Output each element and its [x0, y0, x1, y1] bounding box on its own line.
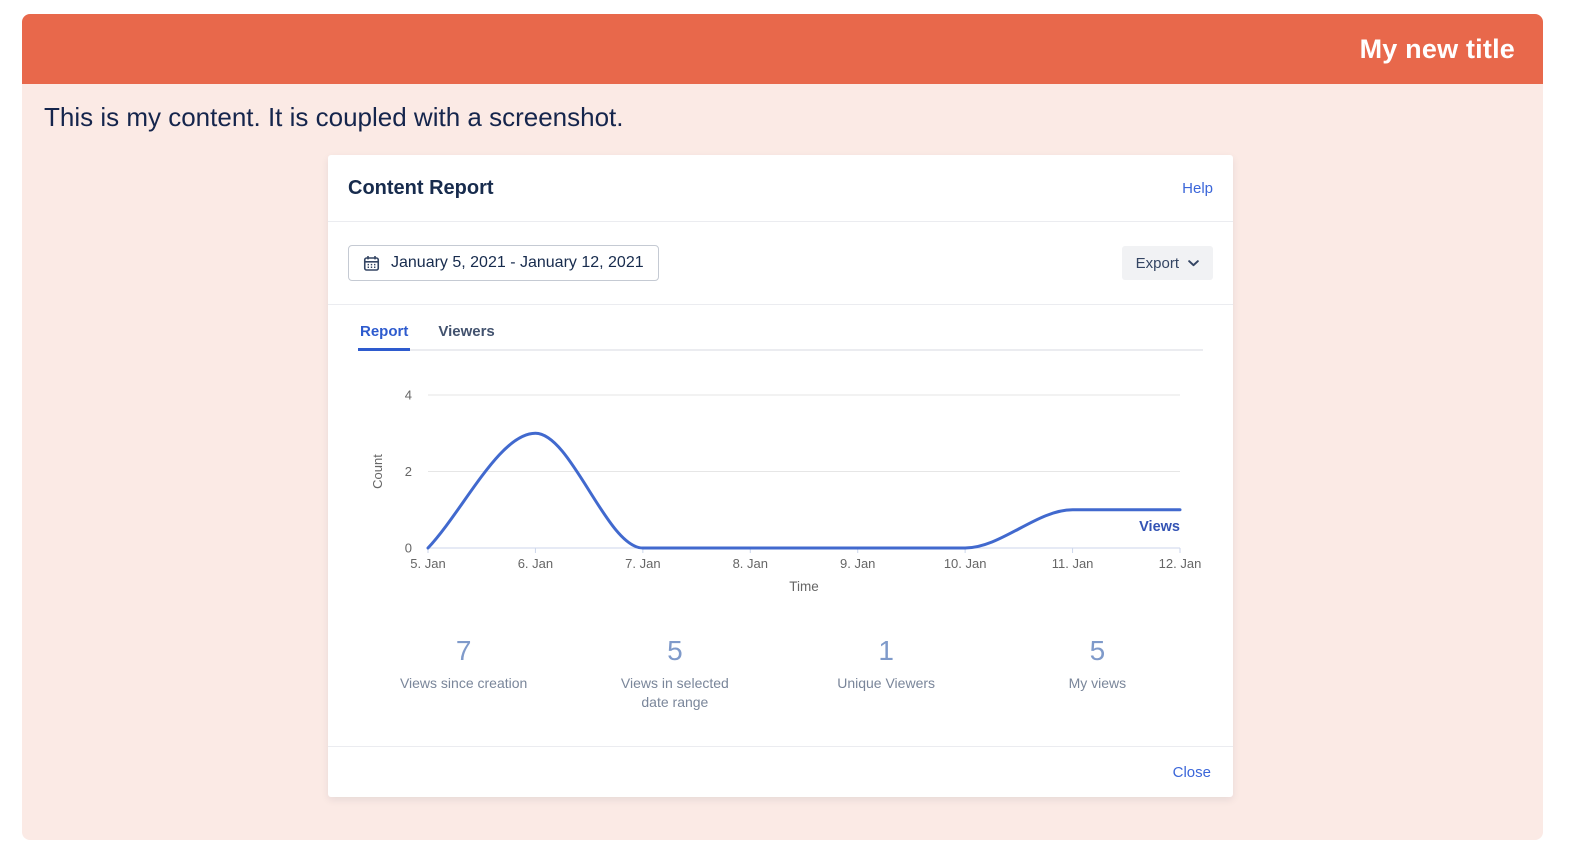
stat-value: 1	[878, 635, 894, 666]
stat-views-in-range: 5 Views in selected date range	[569, 634, 780, 712]
export-button-label: Export	[1135, 254, 1179, 272]
content-report-dialog: Content Report Help January 5, 2021 - Ja…	[328, 155, 1233, 797]
svg-text:Time: Time	[789, 579, 819, 594]
svg-text:12. Jan: 12. Jan	[1159, 556, 1202, 571]
views-line-chart: 0 2 4 5. Jan 6. Jan 7. Jan 8. Jan 9. Jan 10. Jan…	[370, 388, 1202, 595]
stat-label: Views since creation	[399, 675, 528, 691]
svg-text:0: 0	[405, 541, 412, 556]
svg-text:6. Jan: 6. Jan	[518, 556, 553, 571]
stat-label: Unique Viewers	[837, 675, 936, 691]
svg-text:10. Jan: 10. Jan	[944, 556, 987, 571]
tab-bar: Report Viewers	[358, 323, 1203, 351]
svg-text:Count: Count	[370, 454, 385, 489]
export-button[interactable]: Export	[1121, 246, 1213, 280]
views-chart-container: 0 2 4 5. Jan 6. Jan 7. Jan 8. Jan 9. Jan 10. Jan…	[358, 365, 1203, 600]
svg-text:8. Jan: 8. Jan	[733, 556, 768, 571]
dialog-footer: Close	[328, 746, 1233, 797]
stats-row: 7 Views since creation 5 Views in select…	[358, 634, 1203, 712]
date-range-picker[interactable]: January 5, 2021 - January 12, 2021	[348, 245, 659, 281]
title-bar: My new title	[22, 14, 1543, 84]
stat-value: 5	[667, 635, 683, 666]
svg-text:4: 4	[405, 388, 412, 403]
content-text: This is my content. It is coupled with a…	[44, 102, 624, 132]
dialog-body: Report Viewers 0 2 4 5. Jan 6. Jan 7. Jan 8. J…	[328, 305, 1233, 746]
svg-text:Views: Views	[1139, 519, 1180, 535]
page-content: This is my content. It is coupled with a…	[22, 84, 1543, 840]
svg-text:9. Jan: 9. Jan	[840, 556, 875, 571]
dialog-title: Content Report	[348, 176, 494, 199]
svg-text:7. Jan: 7. Jan	[625, 556, 660, 571]
tab-report[interactable]: Report	[358, 323, 411, 351]
close-button[interactable]: Close	[1172, 763, 1211, 781]
stat-label: My views	[1068, 675, 1127, 691]
dialog-toolbar: January 5, 2021 - January 12, 2021 Expor…	[328, 222, 1233, 305]
date-range-value: January 5, 2021 - January 12, 2021	[391, 254, 644, 271]
tab-viewers[interactable]: Viewers	[438, 323, 495, 340]
stat-unique-viewers: 1 Unique Viewers	[781, 634, 992, 712]
svg-text:11. Jan: 11. Jan	[1052, 556, 1094, 571]
app-card: My new title This is my content. It is c…	[22, 14, 1543, 840]
svg-text:5. Jan: 5. Jan	[410, 556, 445, 571]
chevron-down-icon	[1188, 259, 1199, 267]
stat-label: Views in selected date range	[620, 675, 729, 710]
stat-value: 5	[1089, 635, 1106, 666]
svg-text:2: 2	[405, 464, 412, 479]
stat-my-views: 5 My views	[992, 634, 1203, 712]
stat-value: 7	[455, 635, 472, 666]
help-link[interactable]: Help	[1182, 179, 1213, 197]
page-title: My new title	[1359, 33, 1515, 64]
stat-views-since-creation: 7 Views since creation	[358, 634, 569, 712]
calendar-icon	[363, 255, 380, 272]
dialog-header: Content Report Help	[328, 155, 1233, 222]
